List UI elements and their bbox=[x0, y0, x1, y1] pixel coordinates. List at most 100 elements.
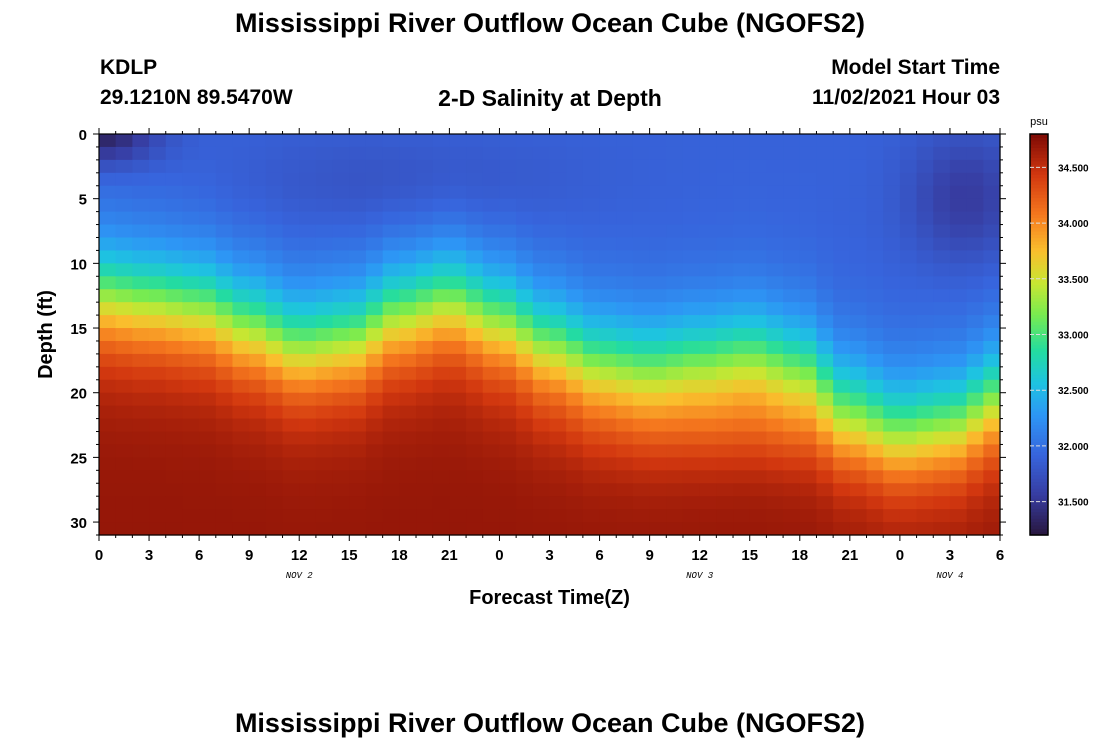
heatmap-cell bbox=[132, 496, 150, 510]
heatmap-cell bbox=[516, 353, 534, 368]
heatmap-cell bbox=[282, 353, 300, 368]
heatmap-cell bbox=[215, 496, 234, 510]
heatmap-cell bbox=[199, 418, 217, 433]
heatmap-cell bbox=[799, 340, 818, 355]
heatmap-cell bbox=[449, 198, 467, 213]
heatmap-cell bbox=[716, 315, 734, 329]
colorbar-segment bbox=[1030, 234, 1048, 239]
heatmap-cell bbox=[849, 431, 868, 446]
heatmap-cell bbox=[299, 237, 317, 252]
colorbar-segment bbox=[1030, 357, 1048, 362]
heatmap-cell bbox=[733, 198, 751, 213]
heatmap-cell bbox=[766, 522, 784, 536]
heatmap-cell bbox=[966, 418, 984, 433]
heatmap-cell bbox=[749, 146, 768, 161]
heatmap-cell bbox=[549, 483, 567, 497]
heatmap-cell bbox=[482, 470, 501, 484]
x-tick-label: 9 bbox=[645, 547, 653, 564]
heatmap-cell bbox=[866, 340, 884, 355]
heatmap-cell bbox=[416, 185, 434, 200]
heatmap-cell bbox=[933, 496, 951, 510]
heatmap-cell bbox=[516, 315, 534, 329]
heatmap-cell bbox=[466, 431, 484, 446]
heatmap-cell bbox=[432, 146, 450, 161]
heatmap-cell bbox=[115, 431, 133, 446]
heatmap-cell bbox=[749, 172, 768, 187]
heatmap-cell bbox=[466, 444, 484, 458]
colorbar-segment bbox=[1030, 351, 1048, 356]
heatmap-cell bbox=[566, 340, 584, 355]
heatmap-cell bbox=[449, 263, 467, 277]
colorbar-segment bbox=[1030, 217, 1048, 222]
heatmap-cell bbox=[432, 353, 450, 368]
heatmap-cell bbox=[365, 263, 384, 277]
heatmap-cell bbox=[833, 289, 851, 303]
y-tick-label: 15 bbox=[70, 321, 87, 338]
heatmap-cell bbox=[332, 134, 350, 148]
heatmap-cell bbox=[632, 522, 651, 536]
heatmap-cell bbox=[682, 379, 701, 394]
heatmap-cell bbox=[115, 289, 133, 303]
heatmap-cell bbox=[315, 250, 334, 264]
colorbar-segment bbox=[1030, 214, 1048, 219]
heatmap-cell bbox=[816, 159, 834, 174]
heatmap-cell bbox=[883, 509, 901, 523]
heatmap-cell bbox=[349, 353, 367, 368]
heatmap-cell bbox=[482, 353, 501, 368]
heatmap-cell bbox=[799, 224, 818, 239]
heatmap-cell bbox=[215, 172, 234, 187]
heatmap-cell bbox=[382, 496, 400, 510]
heatmap-cell bbox=[482, 302, 501, 316]
heatmap-cell bbox=[215, 250, 234, 264]
heatmap-cell bbox=[649, 444, 667, 458]
heatmap-cell bbox=[833, 418, 851, 433]
heatmap-cell bbox=[816, 431, 834, 446]
heatmap-cell bbox=[916, 159, 934, 174]
heatmap-cell bbox=[682, 470, 701, 484]
heatmap-cell bbox=[933, 483, 951, 497]
heatmap-cell bbox=[499, 276, 517, 290]
page-title-repeat: Mississippi River Outflow Ocean Cube (NG… bbox=[234, 708, 866, 738]
colorbar-segment bbox=[1030, 504, 1048, 509]
heatmap-cell bbox=[265, 340, 284, 355]
heatmap-cell bbox=[699, 379, 717, 394]
heatmap-cell bbox=[966, 328, 984, 342]
heatmap-cell bbox=[599, 457, 617, 471]
heatmap-cell bbox=[115, 392, 133, 407]
heatmap-cell bbox=[883, 470, 901, 484]
heatmap-cell bbox=[866, 379, 884, 394]
heatmap-cell bbox=[549, 146, 567, 161]
heatmap-cell bbox=[466, 522, 484, 536]
heatmap-cell bbox=[449, 418, 467, 433]
heatmap-cell bbox=[532, 353, 551, 368]
heatmap-cell bbox=[265, 315, 284, 329]
heatmap-cell bbox=[716, 146, 734, 161]
heatmap-cell bbox=[632, 224, 651, 239]
heatmap-cell bbox=[983, 159, 1001, 174]
heatmap-cell bbox=[666, 172, 684, 187]
heatmap-cell bbox=[165, 224, 184, 239]
heatmap-cell bbox=[566, 431, 584, 446]
heatmap-cell bbox=[916, 392, 934, 407]
heatmap-cell bbox=[232, 431, 250, 446]
heatmap-cell bbox=[966, 366, 984, 381]
heatmap-cell bbox=[699, 431, 717, 446]
heatmap-cell bbox=[599, 366, 617, 381]
heatmap-cell bbox=[482, 146, 501, 161]
heatmap-cell bbox=[899, 366, 918, 381]
heatmap-cell bbox=[582, 224, 601, 239]
heatmap-cell bbox=[799, 146, 818, 161]
heatmap-cell bbox=[916, 172, 934, 187]
heatmap-cell bbox=[149, 159, 167, 174]
heatmap-cell bbox=[199, 263, 217, 277]
x-tick-label: 15 bbox=[341, 547, 358, 564]
heatmap-cell bbox=[265, 276, 284, 290]
heatmap-cell bbox=[933, 211, 951, 226]
heatmap-cell bbox=[699, 353, 717, 368]
heatmap-cell bbox=[666, 237, 684, 252]
heatmap-cell bbox=[99, 470, 117, 484]
heatmap-cell bbox=[516, 211, 534, 226]
heatmap-cell bbox=[849, 263, 868, 277]
heatmap-cell bbox=[532, 522, 551, 536]
heatmap-cell bbox=[182, 444, 200, 458]
